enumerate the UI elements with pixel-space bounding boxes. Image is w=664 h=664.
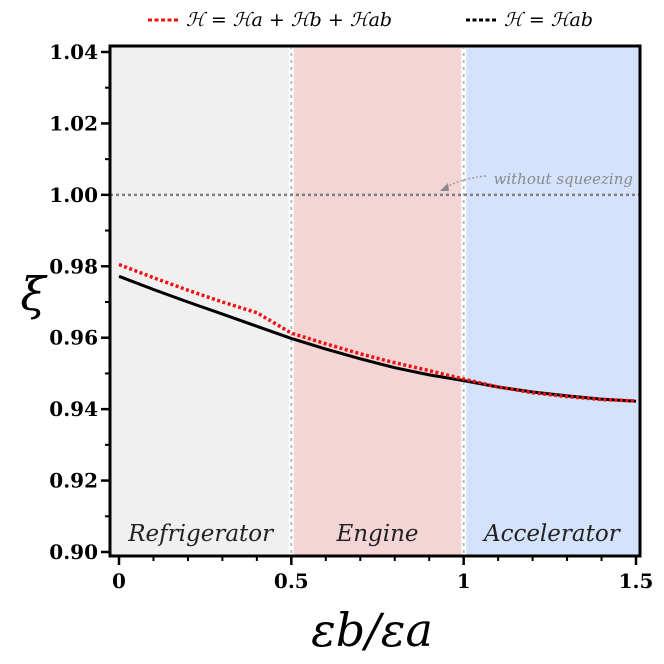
region-label-accelerator: Accelerator [482, 521, 622, 547]
region-label-refrigerator: Refrigerator [127, 521, 275, 547]
annotation-arrow-head [440, 183, 449, 191]
region-dividers [288, 46, 467, 556]
x-tick-label: 1 [457, 569, 471, 593]
y-tick-label: 1.02 [49, 111, 98, 135]
region-accelerator [463, 46, 640, 556]
y-axis-label: ξ [20, 267, 48, 321]
series-line-full-hamiltonian [118, 262, 637, 403]
y-tick-label: 1.04 [49, 40, 98, 64]
y-tick-label: 0.92 [49, 469, 98, 493]
x-tick-label: 1.5 [619, 569, 654, 593]
region-refrigerator [110, 46, 292, 556]
region-labels: Refrigerator Engine Accelerator [127, 521, 622, 547]
regions [110, 46, 640, 556]
reference-line-label: without squeezing [494, 170, 634, 188]
legend: ℋ = ℋa + ℋb + ℋab ℋ = ℋab [148, 9, 593, 31]
x-axis: 0 0.5 1 1.5 [112, 556, 653, 593]
region-engine [291, 46, 464, 556]
region-label-engine: Engine [335, 521, 418, 547]
y-tick-label: 0.96 [49, 326, 98, 350]
axis-labels: ξ εb/εa [20, 267, 433, 657]
y-tick-label: 1.00 [49, 183, 98, 207]
y-tick-label: 0.98 [49, 254, 98, 278]
x-tick-label: 0.5 [274, 569, 309, 593]
y-tick-label: 0.94 [49, 397, 98, 421]
legend-label-full-hamiltonian: ℋ = ℋa + ℋb + ℋab [186, 9, 392, 31]
reference-annotation: without squeezing [440, 170, 633, 191]
x-tick-label: 0 [112, 569, 126, 593]
y-axis: 0.90 0.92 0.94 0.96 0.98 1.00 1.02 1.04 [49, 40, 110, 564]
legend-label-interaction-only: ℋ = ℋab [504, 9, 593, 31]
series-group [118, 262, 637, 403]
y-tick-label: 0.90 [49, 540, 98, 564]
x-axis-label: εb/εa [311, 603, 433, 657]
